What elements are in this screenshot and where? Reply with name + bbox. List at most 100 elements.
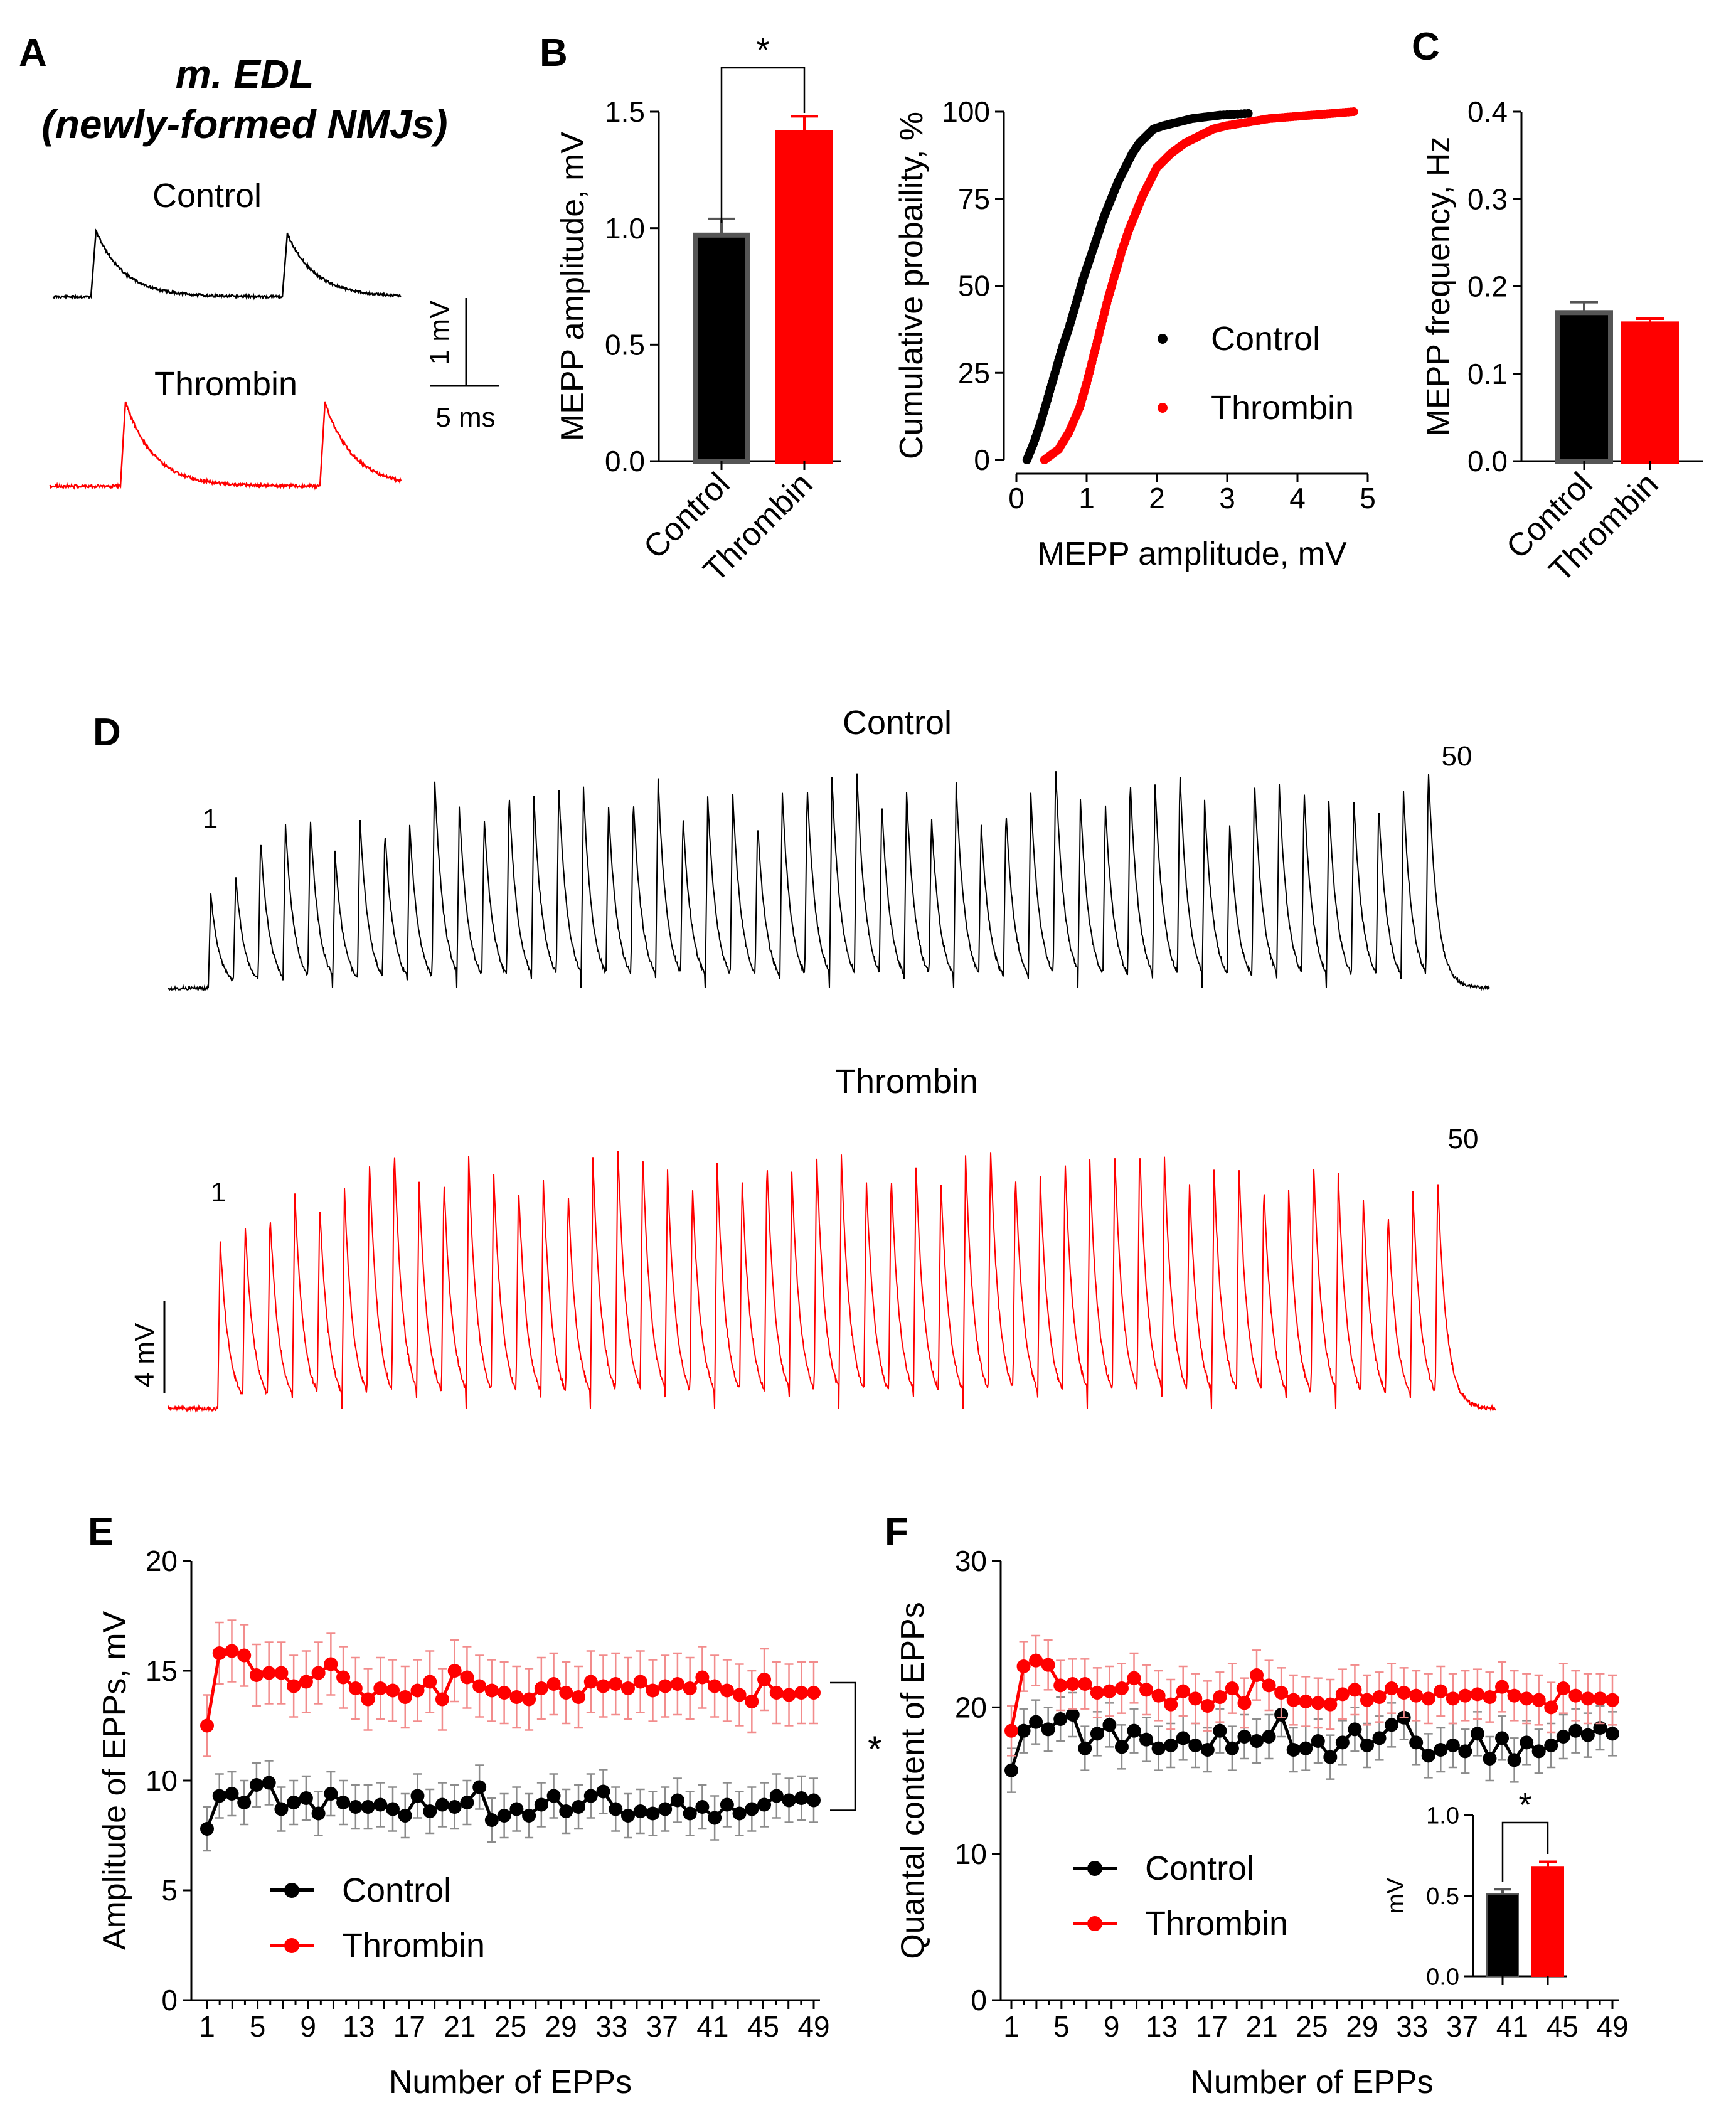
panel-a-scale-v-label: 1 mV (424, 300, 455, 365)
f-line-y-tick-label: 30 (955, 1545, 987, 1577)
point-control (807, 1793, 821, 1808)
point-control (1531, 1744, 1546, 1759)
trace-d-control (168, 771, 1490, 992)
b-cdf-x-axis-title: MEPP amplitude, mV (1037, 536, 1347, 572)
point-thrombin (237, 1648, 252, 1663)
point-thrombin (324, 1657, 338, 1671)
point-control (410, 1789, 425, 1803)
point-thrombin (398, 1690, 412, 1704)
bar-thrombin (1531, 1866, 1564, 1977)
point-control (794, 1791, 809, 1805)
panel-d-control-first-label: 1 (203, 804, 218, 834)
point-thrombin (1556, 1681, 1570, 1695)
point-thrombin (1483, 1690, 1497, 1704)
point-thrombin (1090, 1686, 1104, 1700)
x-tick-label: 33 (595, 2010, 627, 2043)
point-control (633, 1804, 647, 1818)
point-thrombin (1348, 1683, 1362, 1697)
point-thrombin (646, 1683, 660, 1698)
f-line-y-tick-label: 20 (955, 1691, 987, 1723)
point-control (484, 1813, 499, 1827)
b-bar-y-tick-label: 1.5 (605, 95, 645, 128)
point-thrombin (559, 1686, 573, 1700)
b-cdf-x-tick-label: 2 (1149, 482, 1165, 514)
point-thrombin (745, 1695, 759, 1708)
b-cdf-y-tick-label: 75 (958, 183, 990, 215)
point-thrombin (695, 1670, 710, 1685)
panel-label-b: B (540, 31, 568, 75)
point-thrombin (1250, 1668, 1264, 1682)
point-thrombin (1372, 1690, 1387, 1704)
b-cdf-x-tick-label: 4 (1289, 482, 1306, 514)
point-control (596, 1784, 610, 1799)
b-cdf-legend-label: Thrombin (1211, 389, 1354, 427)
y-axis-title: Amplitude of EPPs, mV (97, 1611, 133, 1950)
panel-a-scale-t-label: 5 ms (435, 402, 495, 433)
trace-a-control (52, 228, 402, 301)
point-thrombin (249, 1668, 264, 1682)
point-control (1225, 1741, 1239, 1755)
panel-d-thrombin-label: Thrombin (835, 1063, 978, 1100)
point-thrombin (1102, 1684, 1117, 1698)
b-bar-y-tick-label: 0.5 (605, 328, 645, 361)
b-bar-y-tick-label: 1.0 (605, 212, 645, 245)
point-control (361, 1800, 375, 1814)
c-bar-y-tick-label: 0.1 (1467, 358, 1508, 390)
point-thrombin (287, 1679, 301, 1693)
point-thrombin (522, 1692, 536, 1707)
point-control (1213, 1723, 1227, 1738)
trace-a-thrombin (49, 401, 402, 491)
point-control (522, 1809, 536, 1823)
point-control (423, 1804, 437, 1818)
point-control (1421, 1749, 1435, 1763)
point-control (1151, 1741, 1166, 1755)
panel-label-d: D (93, 711, 121, 754)
point-thrombin (794, 1686, 809, 1700)
point-control (460, 1796, 474, 1809)
point-control (695, 1800, 710, 1814)
e-line-y-tick-label: 0 (161, 1984, 178, 2016)
point-thrombin (410, 1683, 425, 1698)
point-control (1385, 1718, 1399, 1732)
x-tick-label: 25 (494, 2010, 526, 2043)
point-thrombin (1016, 1659, 1031, 1673)
point-thrombin (386, 1683, 400, 1698)
point-thrombin (1458, 1688, 1472, 1703)
point-thrombin (1065, 1677, 1080, 1691)
point-thrombin (1360, 1693, 1374, 1707)
chart-layer: 0.0 0.5 1.0 1.5 Control Thrombin MEPP amplitud… (97, 31, 1703, 2101)
x-tick-label: 49 (1596, 2010, 1628, 2043)
point-control (1237, 1730, 1252, 1744)
point-control (472, 1780, 487, 1794)
x-tick-label: 37 (646, 2010, 678, 2043)
scale-bar-a (465, 298, 499, 387)
point-thrombin (620, 1681, 635, 1695)
x-tick-label: 41 (1496, 2010, 1528, 2043)
b-cdf-y-tick-label: 0 (974, 444, 990, 476)
point-control (1348, 1722, 1362, 1737)
point-control (745, 1802, 759, 1816)
point-control (287, 1796, 301, 1809)
f-inset-chart: 0.0 0.5 1.0 mV * (1383, 1786, 1567, 1990)
x-tick-label: 33 (1396, 2010, 1428, 2043)
point-thrombin (572, 1690, 586, 1704)
trace-layer (49, 228, 1496, 1414)
point-thrombin (1237, 1696, 1252, 1710)
point-thrombin (769, 1686, 784, 1700)
point-thrombin (1200, 1699, 1215, 1713)
point-thrombin (373, 1681, 388, 1695)
point-thrombin (1274, 1686, 1289, 1700)
panel-a-subtitle: (newly-formed NMJs) (41, 102, 447, 147)
point-thrombin (348, 1681, 363, 1695)
point-thrombin (423, 1675, 437, 1689)
point-thrombin (720, 1683, 734, 1698)
b-cdf-y-tick-label: 25 (958, 356, 990, 389)
point-control (1409, 1735, 1424, 1750)
point-thrombin (1286, 1693, 1301, 1707)
b-cdf-legend-marker (1158, 403, 1168, 413)
point-thrombin (609, 1677, 623, 1691)
point-control (1262, 1730, 1276, 1744)
